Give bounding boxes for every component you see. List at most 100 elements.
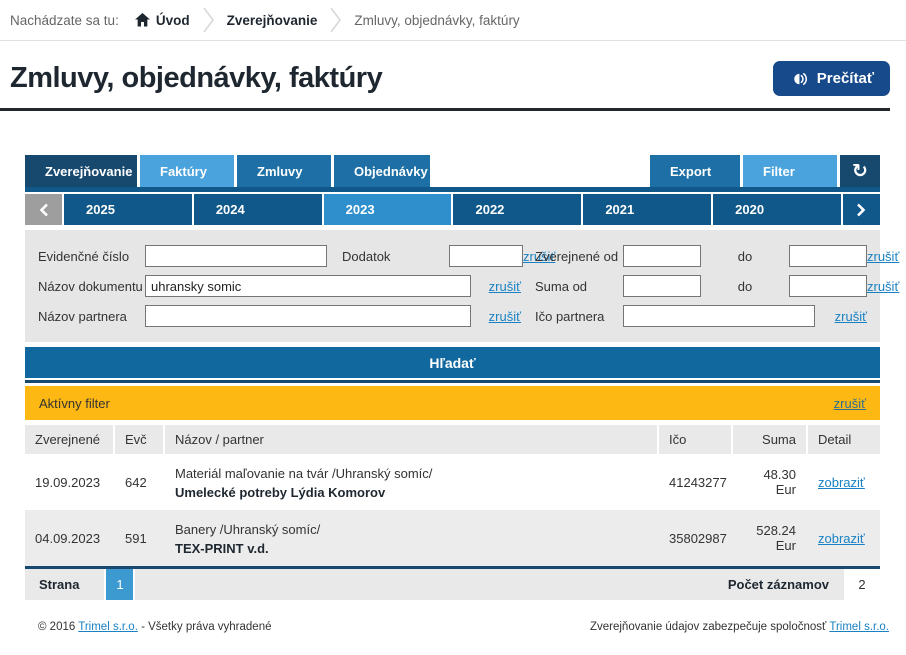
divider bbox=[25, 380, 880, 383]
year-next-button[interactable] bbox=[842, 194, 880, 225]
cancel-nazov-dokumentu-link[interactable]: zrušiť bbox=[488, 278, 521, 294]
nazov-dokumentu-label: Názov dokumentu bbox=[38, 278, 143, 294]
footer-provider-prefix: Zverejňovanie údajov zabezpečuje spoločn… bbox=[589, 621, 830, 633]
year-prev-button[interactable] bbox=[25, 194, 62, 225]
table-row: 19.09.2023 642 Materiál maľovanie na tvá… bbox=[25, 454, 880, 510]
tab-faktury[interactable]: Faktúry bbox=[140, 155, 234, 187]
cancel-active-filter-link[interactable]: zrušiť bbox=[833, 395, 866, 411]
speaker-icon bbox=[789, 71, 808, 87]
year-button-2024[interactable]: 2024 bbox=[193, 194, 322, 225]
col-detail: Detail bbox=[818, 432, 852, 447]
dodatok-input[interactable] bbox=[449, 245, 523, 267]
cancel-suma-link[interactable]: zrušiť bbox=[867, 278, 900, 294]
tab-objednavky[interactable]: Objednávky bbox=[334, 155, 430, 187]
row-suma: 48.30 Eur bbox=[763, 467, 796, 497]
evidencne-cislo-label: Evidenčné číslo bbox=[38, 248, 130, 264]
filter-panel: Evidenčné číslo Dodatok zrušiť Zverejnen… bbox=[25, 230, 899, 342]
tab-bar: Zverejňovanie Faktúry Zmluvy Objednávky … bbox=[25, 155, 880, 192]
breadcrumb: Nachádzate sa tu: Úvod Zverejňovanie Zml… bbox=[0, 0, 906, 41]
tab-bar-spacer bbox=[433, 155, 647, 187]
col-nazov-partner: Názov / partner bbox=[165, 425, 659, 454]
breadcrumb-home-link[interactable]: Úvod bbox=[134, 12, 190, 28]
row-name-partner: Materiál maľovanie na tvár /Uhranský som… bbox=[165, 463, 659, 501]
search-button[interactable]: Hľadať bbox=[25, 347, 880, 378]
export-button[interactable]: Export bbox=[650, 155, 740, 187]
page-number-button[interactable]: 1 bbox=[104, 569, 136, 600]
dodatok-label: Dodatok bbox=[342, 248, 391, 264]
nazov-partnera-input[interactable] bbox=[145, 305, 471, 327]
row-document-name: Materiál maľovanie na tvár /Uhranský som… bbox=[175, 466, 433, 481]
zverejnene-do-input[interactable] bbox=[789, 245, 867, 267]
row-ico: 41243277 bbox=[669, 474, 727, 490]
read-aloud-button[interactable]: Prečítať bbox=[772, 61, 890, 96]
row-document-name: Banery /Uhranský somíc/ bbox=[175, 522, 321, 537]
record-count-label: Počet záznamov bbox=[727, 577, 829, 592]
page-title: Zmluvy, objednávky, faktúry bbox=[10, 62, 383, 94]
footer-copyright: © 2016 Trimel s.r.o. - Všetky práva vyhr… bbox=[38, 621, 271, 633]
read-aloud-label: Prečítať bbox=[816, 70, 874, 87]
row-partner-name: TEX-PRINT v.d. bbox=[175, 541, 269, 556]
active-filter-bar: Aktívny filter zrušiť bbox=[25, 386, 880, 420]
refresh-button[interactable]: ↻ bbox=[840, 155, 880, 187]
row-evc: 591 bbox=[125, 530, 147, 546]
home-icon bbox=[134, 13, 150, 27]
ico-partnera-label: Ičo partnera bbox=[535, 308, 605, 324]
evidencne-cislo-input[interactable] bbox=[145, 245, 327, 267]
footer-copyright-suffix: - Všetky práva vyhradené bbox=[137, 621, 272, 633]
col-suma: Suma bbox=[733, 425, 808, 454]
suma-od-label: Suma od bbox=[535, 278, 588, 294]
show-detail-link[interactable]: zobraziť bbox=[818, 530, 865, 546]
year-selector: 2025 2024 2023 2022 2021 2020 bbox=[25, 194, 880, 225]
table-footer: Strana 1 Počet záznamov 2 bbox=[25, 569, 880, 600]
show-detail-link[interactable]: zobraziť bbox=[818, 474, 865, 490]
table-row: 04.09.2023 591 Banery /Uhranský somíc/ T… bbox=[25, 510, 880, 566]
row-ico: 35802987 bbox=[669, 530, 727, 546]
page-footer: © 2016 Trimel s.r.o. - Všetky práva vyhr… bbox=[38, 621, 889, 633]
ico-partnera-input[interactable] bbox=[623, 305, 815, 327]
suma-od-input[interactable] bbox=[623, 275, 701, 297]
trimel-link[interactable]: Trimel s.r.o. bbox=[829, 621, 889, 633]
breadcrumb-item-zverejnovanie[interactable]: Zverejňovanie bbox=[226, 12, 318, 28]
zverejnene-do-label: do bbox=[737, 248, 753, 264]
cancel-ico-partnera-link[interactable]: zrušiť bbox=[834, 308, 867, 324]
zverejnene-od-label: Zverejnené od bbox=[535, 248, 619, 264]
tab-zmluvy[interactable]: Zmluvy bbox=[237, 155, 331, 187]
col-zverejnene: Zverejnené bbox=[25, 425, 115, 454]
nazov-dokumentu-input[interactable] bbox=[145, 275, 471, 297]
zverejnene-od-input[interactable] bbox=[623, 245, 701, 267]
page-label: Strana bbox=[39, 577, 80, 592]
trimel-link[interactable]: Trimel s.r.o. bbox=[78, 621, 138, 633]
cancel-nazov-partnera-link[interactable]: zrušiť bbox=[488, 308, 521, 324]
title-divider bbox=[0, 108, 890, 111]
row-evc: 642 bbox=[125, 474, 147, 490]
footer-copyright-prefix: © 2016 bbox=[38, 621, 79, 633]
chevron-left-icon bbox=[39, 203, 49, 217]
filter-button[interactable]: Filter bbox=[743, 155, 837, 187]
year-button-2022[interactable]: 2022 bbox=[453, 194, 582, 225]
breadcrumb-prefix: Nachádzate sa tu: bbox=[10, 12, 119, 28]
tab-zverejnovanie[interactable]: Zverejňovanie bbox=[25, 155, 137, 187]
col-ico: Ičo bbox=[659, 425, 733, 454]
row-date: 04.09.2023 bbox=[35, 530, 101, 546]
divider bbox=[25, 566, 880, 569]
year-button-2020[interactable]: 2020 bbox=[713, 194, 841, 225]
record-count-value: 2 bbox=[842, 569, 880, 600]
row-partner-name: Umelecké potreby Lýdia Komorov bbox=[175, 485, 386, 500]
chevron-right-icon bbox=[202, 7, 215, 33]
suma-do-input[interactable] bbox=[789, 275, 867, 297]
row-suma: 528.24 Eur bbox=[756, 523, 796, 553]
footer-provider: Zverejňovanie údajov zabezpečuje spoločn… bbox=[590, 621, 889, 633]
refresh-icon: ↻ bbox=[852, 160, 868, 182]
year-button-2025[interactable]: 2025 bbox=[64, 194, 192, 225]
chevron-right-icon bbox=[856, 203, 866, 217]
year-button-2023[interactable]: 2023 bbox=[323, 194, 452, 225]
col-evc: Evč bbox=[115, 425, 165, 454]
suma-do-label: do bbox=[737, 278, 753, 294]
row-date: 19.09.2023 bbox=[35, 474, 101, 490]
cancel-evidencne-link[interactable]: zrušiť bbox=[523, 248, 556, 264]
breadcrumb-home-label: Úvod bbox=[155, 12, 190, 28]
cancel-zverejnene-link[interactable]: zrušiť bbox=[867, 248, 900, 264]
year-button-2021[interactable]: 2021 bbox=[583, 194, 712, 225]
chevron-right-icon bbox=[329, 7, 342, 33]
breadcrumb-item-current: Zmluvy, objednávky, faktúry bbox=[354, 12, 520, 28]
